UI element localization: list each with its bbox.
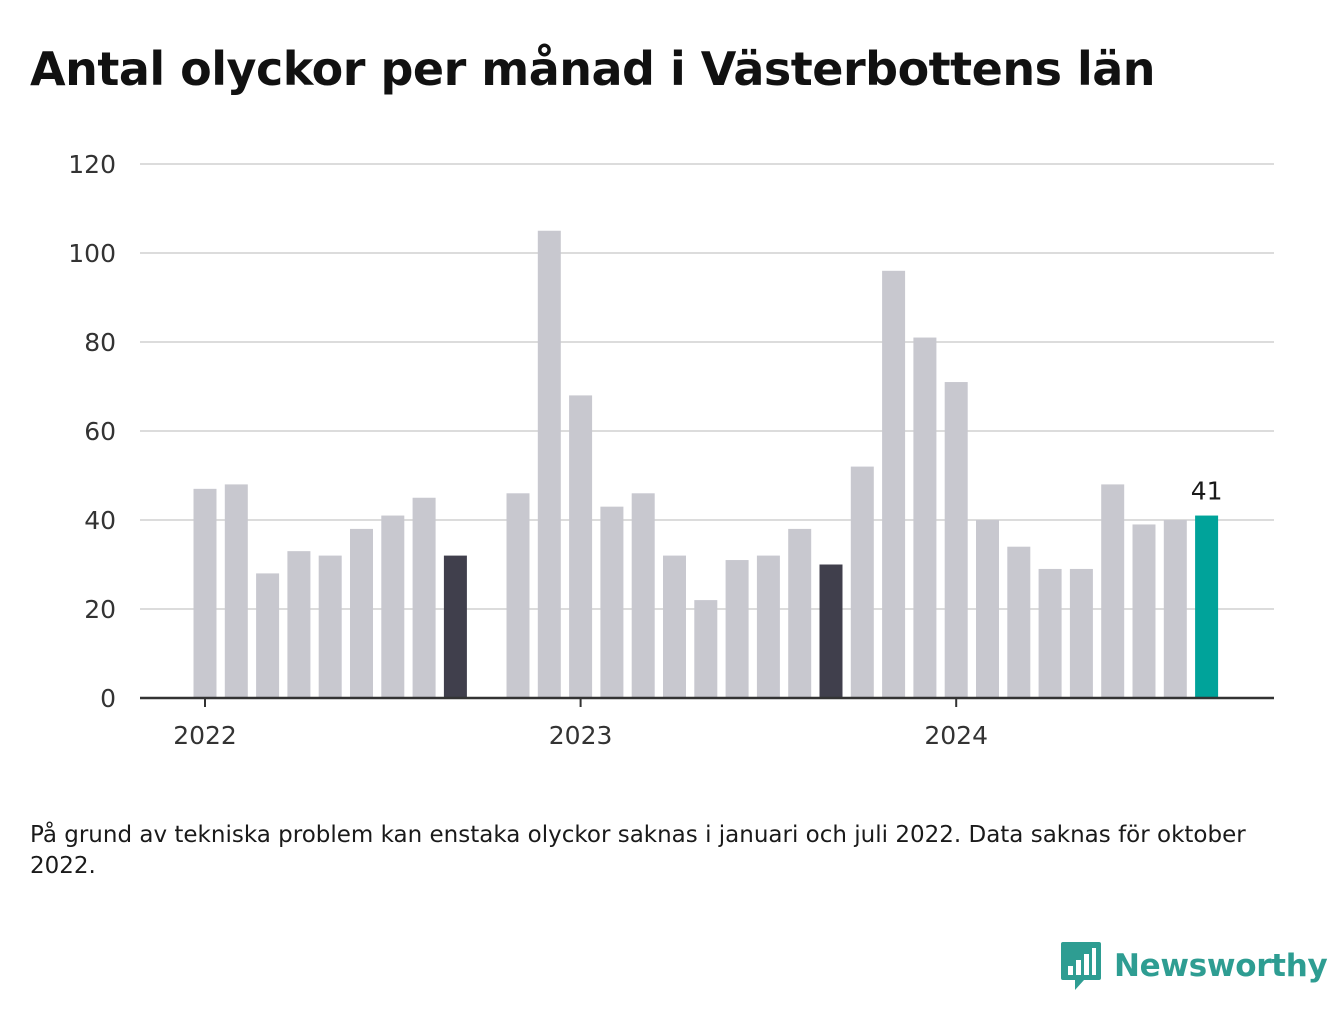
y-tick-label: 120 <box>68 150 116 179</box>
y-tick-label: 0 <box>100 684 116 713</box>
bar <box>976 520 999 698</box>
bars <box>193 230 1219 698</box>
bar <box>412 497 436 698</box>
bar <box>882 270 906 698</box>
brand-logo[interactable]: Newsworthy <box>1060 938 1328 994</box>
bar <box>443 555 467 698</box>
bar <box>1069 568 1093 698</box>
bar <box>725 560 749 698</box>
bar <box>913 337 937 698</box>
bar <box>694 600 718 698</box>
bar <box>819 564 843 698</box>
bar <box>850 466 874 698</box>
bar <box>224 484 248 698</box>
newsworthy-logo-icon <box>1061 942 1101 990</box>
bar <box>1132 524 1156 698</box>
y-tick-label: 100 <box>68 239 116 268</box>
x-axis-tick-labels: 2022 2023 2024 <box>173 698 988 750</box>
bar <box>944 382 968 698</box>
data-label: 41 <box>1191 477 1223 506</box>
bar <box>1101 484 1125 698</box>
bar <box>381 515 405 698</box>
bar <box>1038 568 1062 698</box>
bar <box>569 395 593 698</box>
annotations: 41 <box>1191 477 1223 506</box>
bar <box>318 555 342 698</box>
bar <box>287 551 311 698</box>
bar <box>788 528 812 698</box>
bar <box>631 493 655 698</box>
chart-title: Antal olyckor per månad i Västerbottens … <box>30 42 1156 96</box>
bar <box>193 488 217 698</box>
y-axis-tick-labels: 0 20 40 60 80 100 120 <box>68 150 116 713</box>
x-tick-label: 2024 <box>924 721 988 750</box>
bar-chart: 0 20 40 60 80 100 120 2022 2023 2024 41 <box>68 150 1274 750</box>
bar <box>256 573 280 698</box>
y-tick-label: 20 <box>84 595 116 624</box>
y-tick-label: 80 <box>84 328 116 357</box>
brand-name: Newsworthy <box>1114 948 1328 984</box>
y-tick-label: 40 <box>84 506 116 535</box>
x-tick-label: 2023 <box>549 721 613 750</box>
bar <box>1195 515 1219 698</box>
bar <box>537 230 561 698</box>
footnote: På grund av tekniska problem kan enstaka… <box>30 822 1246 879</box>
bar <box>1007 546 1031 698</box>
x-tick-label: 2022 <box>173 721 237 750</box>
bar <box>663 555 686 698</box>
bar <box>600 506 624 698</box>
bar <box>1163 520 1187 698</box>
bar <box>350 528 373 698</box>
bar <box>756 555 780 698</box>
y-tick-label: 60 <box>84 417 116 446</box>
bar <box>506 493 530 698</box>
